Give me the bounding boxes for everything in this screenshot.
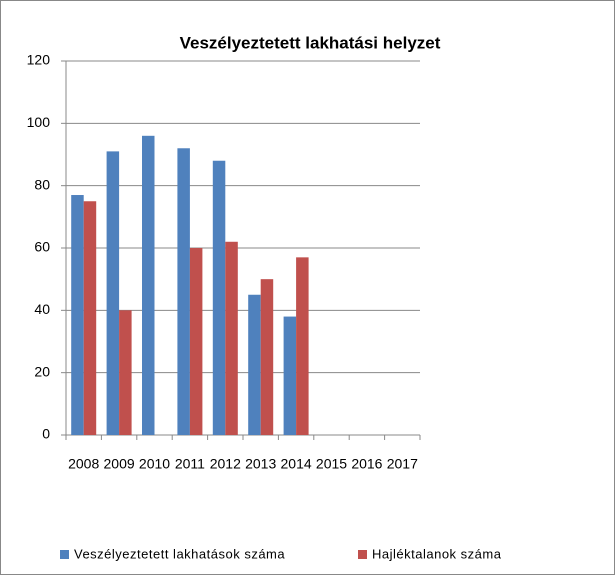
y-tick-label: 0 <box>42 426 50 442</box>
legend-swatch <box>358 550 367 559</box>
bar <box>283 316 297 435</box>
x-tick-label: 2014 <box>281 456 312 472</box>
legend-label: Veszélyeztetett lakhatások száma <box>74 546 285 561</box>
x-tick-label: 2009 <box>104 456 135 472</box>
x-tick-label: 2012 <box>210 456 241 472</box>
bar <box>296 257 309 435</box>
bar <box>189 248 203 435</box>
bar <box>225 241 238 435</box>
x-tick-label: 2017 <box>387 456 418 472</box>
y-tick-label: 80 <box>34 176 50 192</box>
bar <box>83 201 97 435</box>
y-tick-label: 100 <box>27 114 51 130</box>
x-tick-label: 2016 <box>351 456 382 472</box>
bar <box>71 195 84 435</box>
y-tick-label: 20 <box>34 363 50 379</box>
legend-label: Hajléktalanok száma <box>372 546 502 561</box>
bar <box>177 148 190 435</box>
y-tick-label: 60 <box>34 239 50 255</box>
bar <box>248 294 261 435</box>
bar <box>106 151 120 435</box>
chart-title: Veszélyeztetett lakhatási helyzet <box>180 33 441 52</box>
x-tick-label: 2008 <box>68 456 99 472</box>
legend-swatch <box>60 550 69 559</box>
x-tick-label: 2010 <box>139 456 170 472</box>
y-tick-label: 120 <box>27 52 51 68</box>
x-tick-label: 2013 <box>245 456 276 472</box>
x-tick-label: 2011 <box>175 456 205 472</box>
bar <box>212 160 226 435</box>
bar <box>142 135 155 436</box>
bar <box>260 279 274 435</box>
bar <box>119 310 132 435</box>
y-tick-label: 40 <box>34 301 50 317</box>
x-tick-label: 2015 <box>316 456 347 472</box>
